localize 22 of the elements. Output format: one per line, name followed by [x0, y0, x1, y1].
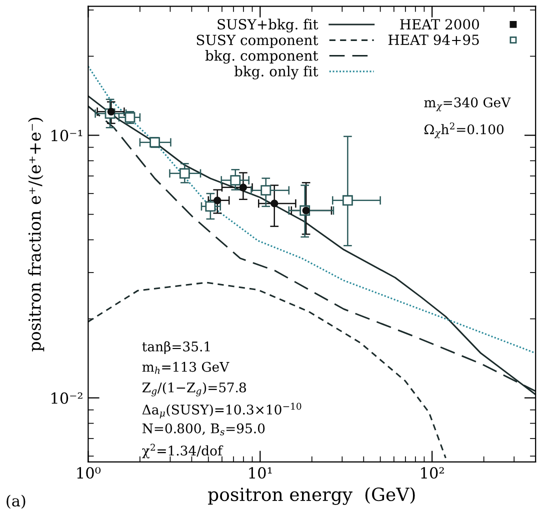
y-tick-label: 10⁻¹ [52, 130, 82, 142]
legend-label: SUSY component [196, 34, 318, 48]
annotation: tanβ=35.1 [142, 341, 210, 354]
y-tick-label: 10⁻² [52, 392, 82, 404]
legend-label: SUSY+bkg. fit [218, 18, 318, 32]
y-axis-title: positron fraction e⁺/(e⁺+e⁻) [28, 118, 44, 352]
annotation: Δa$_{μ}$(SUSY)=10.3×10$^{−10}$ [142, 402, 302, 418]
annotation: χ$^{2}$=1.34/dof [142, 444, 224, 458]
x-tick-label: 10¹ [249, 467, 272, 479]
legend-label: bkg. only fit [234, 66, 318, 80]
legend-label: HEAT 2000 [400, 19, 479, 30]
text: (a) [6, 494, 26, 509]
x-tick-label: 10² [421, 467, 444, 479]
annotation: m$_{χ}$=340 GeV [424, 97, 511, 112]
annotation: N=0.800, B$_{s}$=95.0 [142, 423, 265, 436]
annotation: Z$_{g}$/(1−Z$_{g}$)=57.8 [142, 382, 246, 396]
legend-label: HEAT 94+95 [388, 34, 479, 46]
annotation: m$_{h}$=113 GeV [142, 362, 230, 374]
legend-label: bkg. component [205, 50, 318, 64]
x-axis-title: positron energy (GeV) [208, 487, 415, 505]
x-tick-label: 10⁰ [77, 467, 101, 479]
annotation: Ω$_{χ}$h$^{2}$=0.100 [424, 122, 504, 138]
